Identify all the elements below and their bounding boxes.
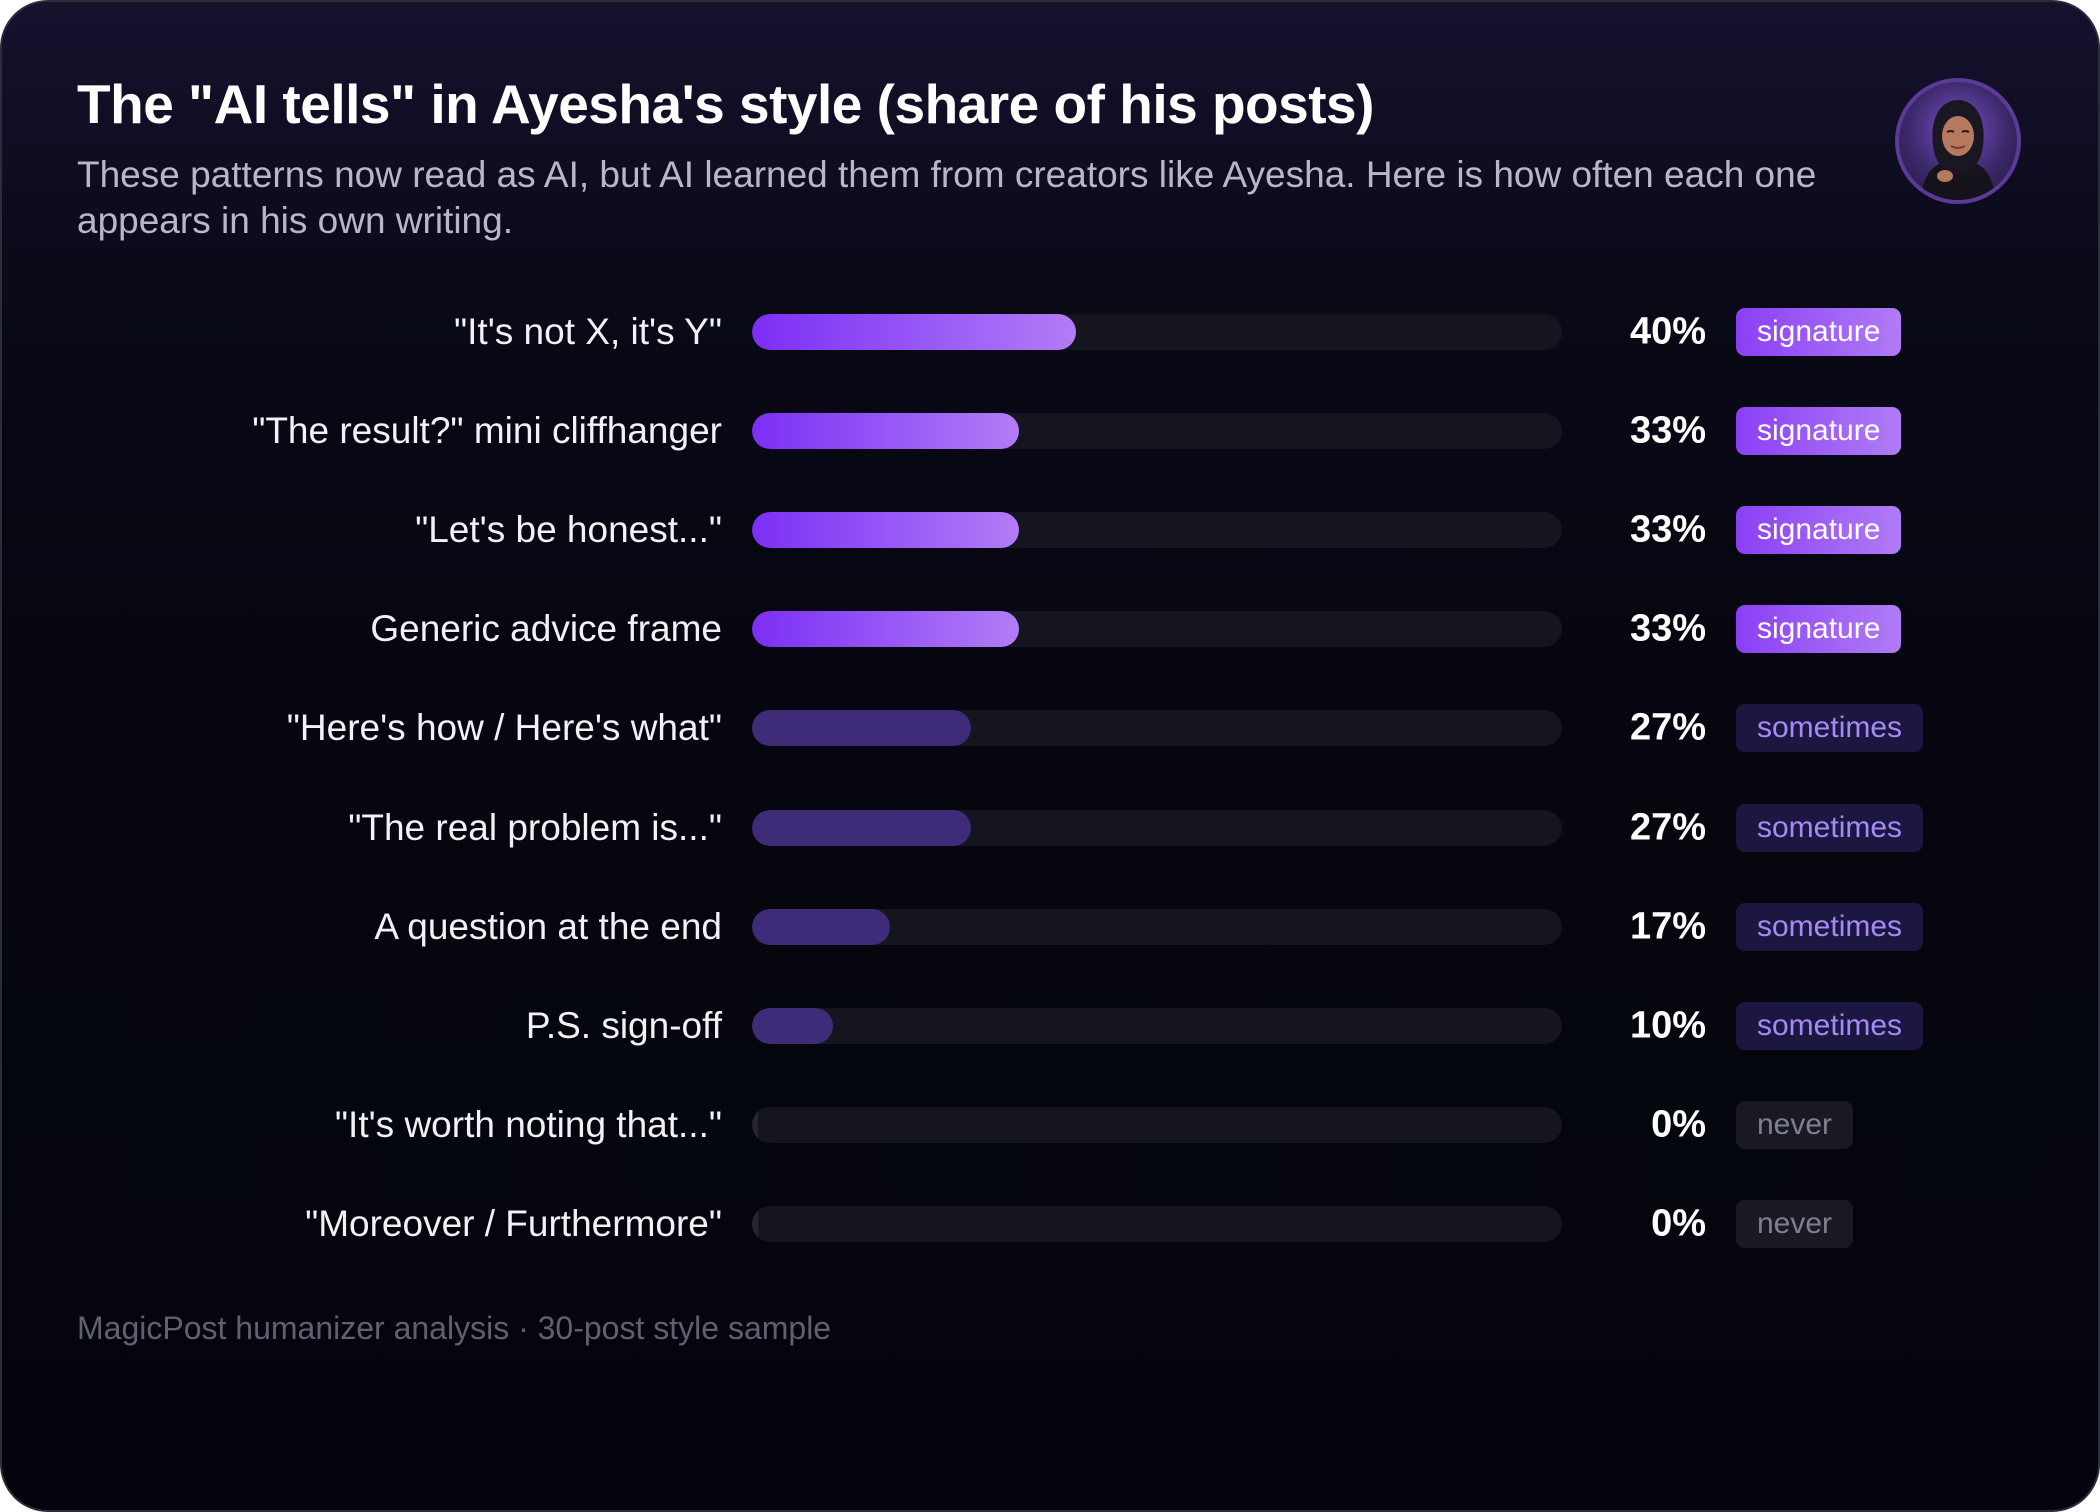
bar: [752, 710, 971, 747]
category-label: "It's worth noting that...": [334, 1103, 722, 1145]
value-label: 27%: [1629, 706, 1706, 749]
value-label: 27%: [1629, 806, 1706, 848]
frequency-badge: signature: [1736, 605, 1902, 654]
category-label: A question at the end: [374, 905, 722, 947]
value-label: 33%: [1629, 607, 1706, 650]
frequency-badge: sometimes: [1736, 803, 1924, 852]
frequency-badge: sometimes: [1736, 902, 1924, 951]
value-label: 33%: [1629, 508, 1706, 551]
frequency-badge: never: [1736, 1100, 1854, 1149]
chart-title: The "AI tells" in Ayesha's style (share …: [77, 73, 1374, 135]
category-label: Generic advice frame: [370, 608, 722, 650]
bar: [752, 809, 971, 846]
category-label: "Moreover / Furthermore": [305, 1202, 722, 1244]
bar: [752, 1106, 758, 1143]
frequency-badge: never: [1736, 1199, 1854, 1248]
bar-track: [752, 809, 1562, 846]
bar: [752, 1205, 758, 1242]
category-label: "Here's how / Here's what": [286, 707, 722, 749]
category-label: "Let's be honest...": [415, 509, 722, 551]
value-label: 0%: [1651, 1103, 1706, 1146]
chart-subtitle: These patterns now read as AI, but AI le…: [77, 154, 1817, 241]
value-label: 17%: [1629, 905, 1706, 948]
bar-track: [752, 413, 1562, 450]
frequency-badge: signature: [1736, 308, 1902, 356]
bar: [752, 512, 1020, 549]
frequency-badge: signature: [1736, 506, 1902, 555]
bar-track: [752, 1205, 1562, 1242]
bar-track: [752, 512, 1562, 549]
frequency-badge: sometimes: [1736, 704, 1924, 753]
bar: [752, 1007, 833, 1044]
bar-track: [752, 314, 1562, 350]
category-label: "The real problem is...": [348, 806, 722, 848]
bar: [752, 413, 1020, 450]
value-label: 10%: [1629, 1004, 1706, 1047]
category-label: "It's not X, it's Y": [454, 311, 722, 352]
bar: [752, 314, 1076, 350]
frequency-badge: sometimes: [1736, 1001, 1924, 1050]
category-label: P.S. sign-off: [525, 1004, 722, 1046]
bar-track: [752, 1007, 1562, 1044]
bar-track: [752, 908, 1562, 945]
bar: [752, 908, 890, 945]
profile-photo-icon: [1895, 78, 2021, 204]
source-footnote: MagicPost humanizer analysis · 30-post s…: [77, 1310, 832, 1346]
category-label: "The result?" mini cliffhanger: [252, 410, 722, 452]
bar-track: [752, 710, 1562, 747]
value-label: 33%: [1629, 409, 1706, 452]
bar: [752, 611, 1020, 648]
value-label: 40%: [1629, 310, 1706, 353]
bar-track: [752, 1106, 1562, 1143]
value-label: 0%: [1651, 1202, 1706, 1245]
bar-track: [752, 611, 1562, 648]
frequency-badge: signature: [1736, 407, 1902, 456]
